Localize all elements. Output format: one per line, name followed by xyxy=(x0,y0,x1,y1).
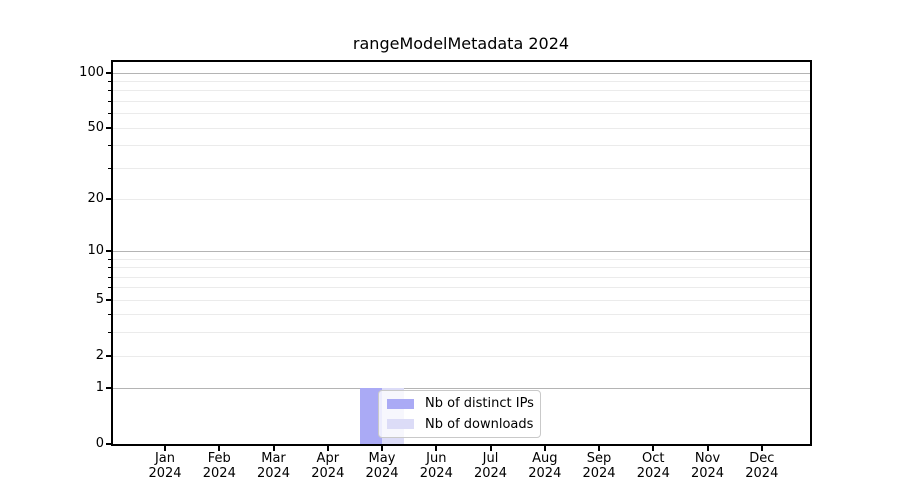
x-tick xyxy=(435,446,438,451)
y-tick xyxy=(106,197,111,200)
gridline-minor xyxy=(113,113,810,114)
y-minor-tick xyxy=(108,167,111,169)
legend-label-downloads: Nb of downloads xyxy=(425,416,534,432)
gridline-minor xyxy=(113,90,810,92)
legend-item-distinct-ips: Nb of distinct IPs xyxy=(387,395,534,413)
y-tick-label: 50 xyxy=(87,119,104,135)
y-tick-label: 20 xyxy=(87,190,104,206)
y-minor-tick xyxy=(108,90,111,92)
y-minor-tick xyxy=(108,145,111,146)
x-tick-label: Jan 2024 xyxy=(148,451,182,481)
y-tick xyxy=(106,298,111,301)
bar-distinct-ips xyxy=(360,388,382,444)
x-tick xyxy=(489,446,492,451)
x-tick xyxy=(326,446,329,451)
y-tick xyxy=(106,387,111,390)
x-tick xyxy=(760,446,763,451)
x-tick-label: Oct 2024 xyxy=(636,451,670,481)
legend-item-downloads: Nb of downloads xyxy=(387,416,534,434)
y-tick xyxy=(106,354,111,357)
gridline-minor xyxy=(113,258,810,260)
gridline-minor xyxy=(113,145,810,146)
y-minor-tick xyxy=(108,287,111,289)
x-tick xyxy=(706,446,709,451)
y-minor-tick xyxy=(108,80,111,82)
x-tick-label: May 2024 xyxy=(365,451,399,481)
legend-swatch-downloads-icon xyxy=(387,419,414,430)
x-tick-label: Dec 2024 xyxy=(745,451,779,481)
y-tick-label: 0 xyxy=(95,436,104,451)
legend: Nb of distinct IPs Nb of downloads xyxy=(378,390,541,438)
y-tick-label: 10 xyxy=(87,243,104,258)
gridline-minor xyxy=(113,355,810,357)
y-minor-tick xyxy=(108,332,111,334)
x-tick-label: Jul 2024 xyxy=(473,451,508,481)
x-tick-label: Feb 2024 xyxy=(202,451,236,481)
x-tick-label: Sep 2024 xyxy=(582,451,616,481)
y-tick-label: 5 xyxy=(95,291,104,307)
x-tick-label: Jun 2024 xyxy=(419,451,453,481)
chart-title: rangeModelMetadata 2024 xyxy=(352,34,570,53)
gridline-minor xyxy=(113,100,810,102)
x-tick-label: Nov 2024 xyxy=(690,451,725,481)
y-minor-tick xyxy=(108,267,111,269)
gridline-minor xyxy=(113,127,810,129)
y-tick xyxy=(106,126,111,129)
gridline-minor xyxy=(113,299,810,301)
y-tick-label: 100 xyxy=(79,64,104,80)
y-minor-tick xyxy=(108,314,111,316)
gridline-minor xyxy=(113,167,810,169)
gridline-major xyxy=(113,388,810,390)
legend-label-distinct-ips: Nb of distinct IPs xyxy=(425,396,534,412)
x-tick xyxy=(164,446,166,451)
x-tick xyxy=(272,446,275,451)
y-tick-label: 1 xyxy=(95,380,104,396)
y-tick xyxy=(106,71,111,74)
x-tick-label: Apr 2024 xyxy=(311,451,345,481)
gridline-minor xyxy=(113,287,810,289)
x-tick xyxy=(218,446,221,451)
gridline-minor xyxy=(113,332,810,334)
y-minor-tick xyxy=(108,276,111,278)
gridline-minor xyxy=(113,198,810,200)
y-tick-label: 2 xyxy=(95,347,104,363)
y-minor-tick xyxy=(108,100,111,102)
x-tick xyxy=(598,446,600,451)
x-tick xyxy=(381,446,383,451)
gridline-minor xyxy=(113,267,810,269)
y-minor-tick xyxy=(108,258,111,260)
legend-swatch-distinct-ips-icon xyxy=(387,398,414,409)
y-tick xyxy=(106,250,111,252)
x-tick-label: Mar 2024 xyxy=(256,451,291,481)
gridline-minor xyxy=(113,314,810,316)
y-minor-tick xyxy=(108,113,111,114)
gridline-major xyxy=(113,251,810,252)
gridline-major xyxy=(113,72,810,74)
gridline-minor xyxy=(113,276,810,278)
y-tick xyxy=(106,443,111,445)
gridline-minor xyxy=(113,80,810,82)
x-tick-label: Aug 2024 xyxy=(528,451,562,481)
x-tick xyxy=(543,446,546,451)
x-tick xyxy=(652,446,655,451)
